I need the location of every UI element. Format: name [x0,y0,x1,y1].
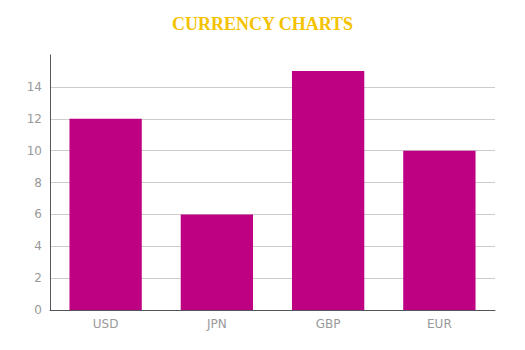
svg-text:6: 6 [34,207,42,221]
svg-text:USD: USD [93,317,119,331]
svg-text:14: 14 [27,80,42,94]
svg-text:CURRENCY CHARTS: CURRENCY CHARTS [172,14,353,34]
svg-text:4: 4 [34,239,42,253]
svg-text:2: 2 [34,271,42,285]
svg-text:0: 0 [34,303,42,317]
svg-text:JPN: JPN [206,317,227,331]
svg-text:12: 12 [27,112,42,126]
svg-text:EUR: EUR [427,317,452,331]
svg-text:8: 8 [34,176,42,190]
svg-text:GBP: GBP [316,317,341,331]
svg-text:10: 10 [27,144,42,158]
